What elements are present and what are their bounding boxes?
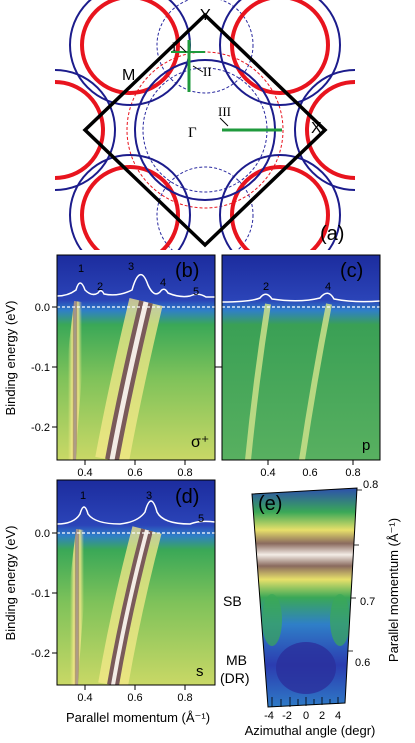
momentum-ticks: [348, 489, 362, 652]
peak-label: 3: [146, 490, 152, 502]
mb-lobe: [262, 594, 282, 646]
e-y-axis-label: Parallel momentum (Å⁻¹): [386, 518, 401, 662]
peak-label: 5: [198, 513, 204, 525]
panel-b-label: (b): [175, 260, 199, 282]
dispersion-band-2: [245, 303, 271, 460]
e-x-tick-label: 0: [303, 710, 309, 722]
sb-label: SB: [223, 593, 242, 609]
e-x-tick-label: 2: [319, 710, 325, 722]
x-tick-label: 0.4: [77, 467, 92, 479]
edc-curve: [57, 500, 215, 525]
fermi-contour-red: [55, 80, 105, 180]
dashed-contour: [156, 166, 254, 250]
panel-a-label: (a): [320, 223, 344, 245]
y-tick-label: 0.0: [35, 302, 50, 314]
fermi-contour-blue: [69, 154, 191, 250]
x-tick-label: 0.6: [127, 692, 142, 704]
e-y-tick-label: 0.8: [363, 479, 378, 491]
x-tick-label: 0.8: [177, 467, 192, 479]
y-axis-label: Binding energy (eV): [3, 526, 18, 641]
azimuthal-ticks: [271, 697, 339, 707]
arrows: [179, 45, 229, 127]
fermi-contour-red: [230, 0, 330, 95]
fermi-contour-red: [305, 80, 355, 180]
fermi-contour-red: [80, 165, 180, 250]
panel-d-polarization: s: [196, 663, 204, 680]
dr-label: (DR): [220, 670, 250, 686]
panel-c-spectrum: [221, 254, 381, 461]
edc-curve: [57, 274, 215, 298]
y-axis-label: Binding energy (eV): [3, 301, 18, 416]
point-Y-label: Y: [200, 7, 211, 24]
x-tick-label: 0.8: [345, 467, 360, 479]
cut-II-label: II: [203, 64, 212, 79]
peak-label: 2: [97, 281, 103, 293]
y-tick-label: -0.1: [31, 362, 50, 374]
mb-label: MB: [226, 652, 247, 668]
panel-c-label: (c): [340, 260, 363, 282]
low-intensity-region: [276, 642, 336, 694]
e-x-tick-label: -4: [264, 710, 274, 722]
peak-label: 5: [193, 286, 199, 298]
e-y-tick-label: 0.6: [355, 657, 370, 669]
point-gamma-label: Γ: [188, 125, 197, 141]
y-axis: [52, 306, 222, 654]
panel-b-polarization: σ⁺: [191, 434, 209, 451]
peak-label: 3: [128, 261, 134, 273]
y-tick-label: 0.0: [35, 528, 50, 540]
fermi-contour-red: [230, 165, 330, 250]
x-tick-label: 0.8: [177, 692, 192, 704]
x-tick-label: 0.4: [77, 692, 92, 704]
panel-d-label: (d): [175, 486, 199, 508]
dispersion-band-4: [299, 303, 332, 460]
panel-e-map: [251, 487, 362, 708]
fermi-contour-red: [80, 0, 180, 95]
e-x-axis-label: Azimuthal angle (degr): [245, 723, 376, 738]
y-tick-label: -0.2: [31, 648, 50, 660]
e-y-tick-label: 0.7: [360, 596, 375, 608]
edc-curve: [222, 292, 380, 303]
cut-III-label: III: [218, 104, 231, 119]
fermi-contour-blue: [219, 154, 341, 250]
panel-c-polarization: p: [362, 437, 370, 454]
x-tick-label: 0.4: [260, 467, 275, 479]
x-tick-label: 0.6: [127, 467, 142, 479]
peak-label: 4: [160, 277, 166, 289]
peak-label: 2: [263, 281, 269, 293]
panel-a-fermi-surface: [55, 0, 355, 250]
cut-I-label: I: [172, 39, 176, 54]
panel-d-spectrum: [56, 479, 216, 686]
x-tick-label: 0.6: [302, 467, 317, 479]
dispersion-band-1: [62, 528, 92, 685]
e-x-tick-label: 4: [335, 710, 341, 722]
dispersion-band-1: [60, 300, 90, 460]
x-axis: [84, 460, 354, 690]
point-M-label: M: [122, 67, 135, 84]
peak-label: 1: [78, 263, 84, 275]
fermi-contour-blue: [55, 69, 116, 191]
point-X-label: X: [311, 120, 322, 137]
e-x-tick-label: -2: [282, 710, 292, 722]
x-axis-label: Parallel momentum (Å⁻¹): [66, 710, 210, 725]
peak-label: 1: [80, 490, 86, 502]
mb-lobe: [330, 594, 350, 646]
fermi-contour-blue: [219, 0, 341, 106]
peak-label: 4: [325, 281, 331, 293]
panel-e-label: (e): [258, 493, 282, 515]
dashed-contour: [156, 0, 254, 94]
y-tick-label: -0.1: [31, 588, 50, 600]
panel-b-spectrum: [56, 254, 216, 461]
fermi-contour-blue: [294, 69, 355, 191]
y-tick-label: -0.2: [31, 422, 50, 434]
brillouin-zone: [82, 12, 328, 248]
